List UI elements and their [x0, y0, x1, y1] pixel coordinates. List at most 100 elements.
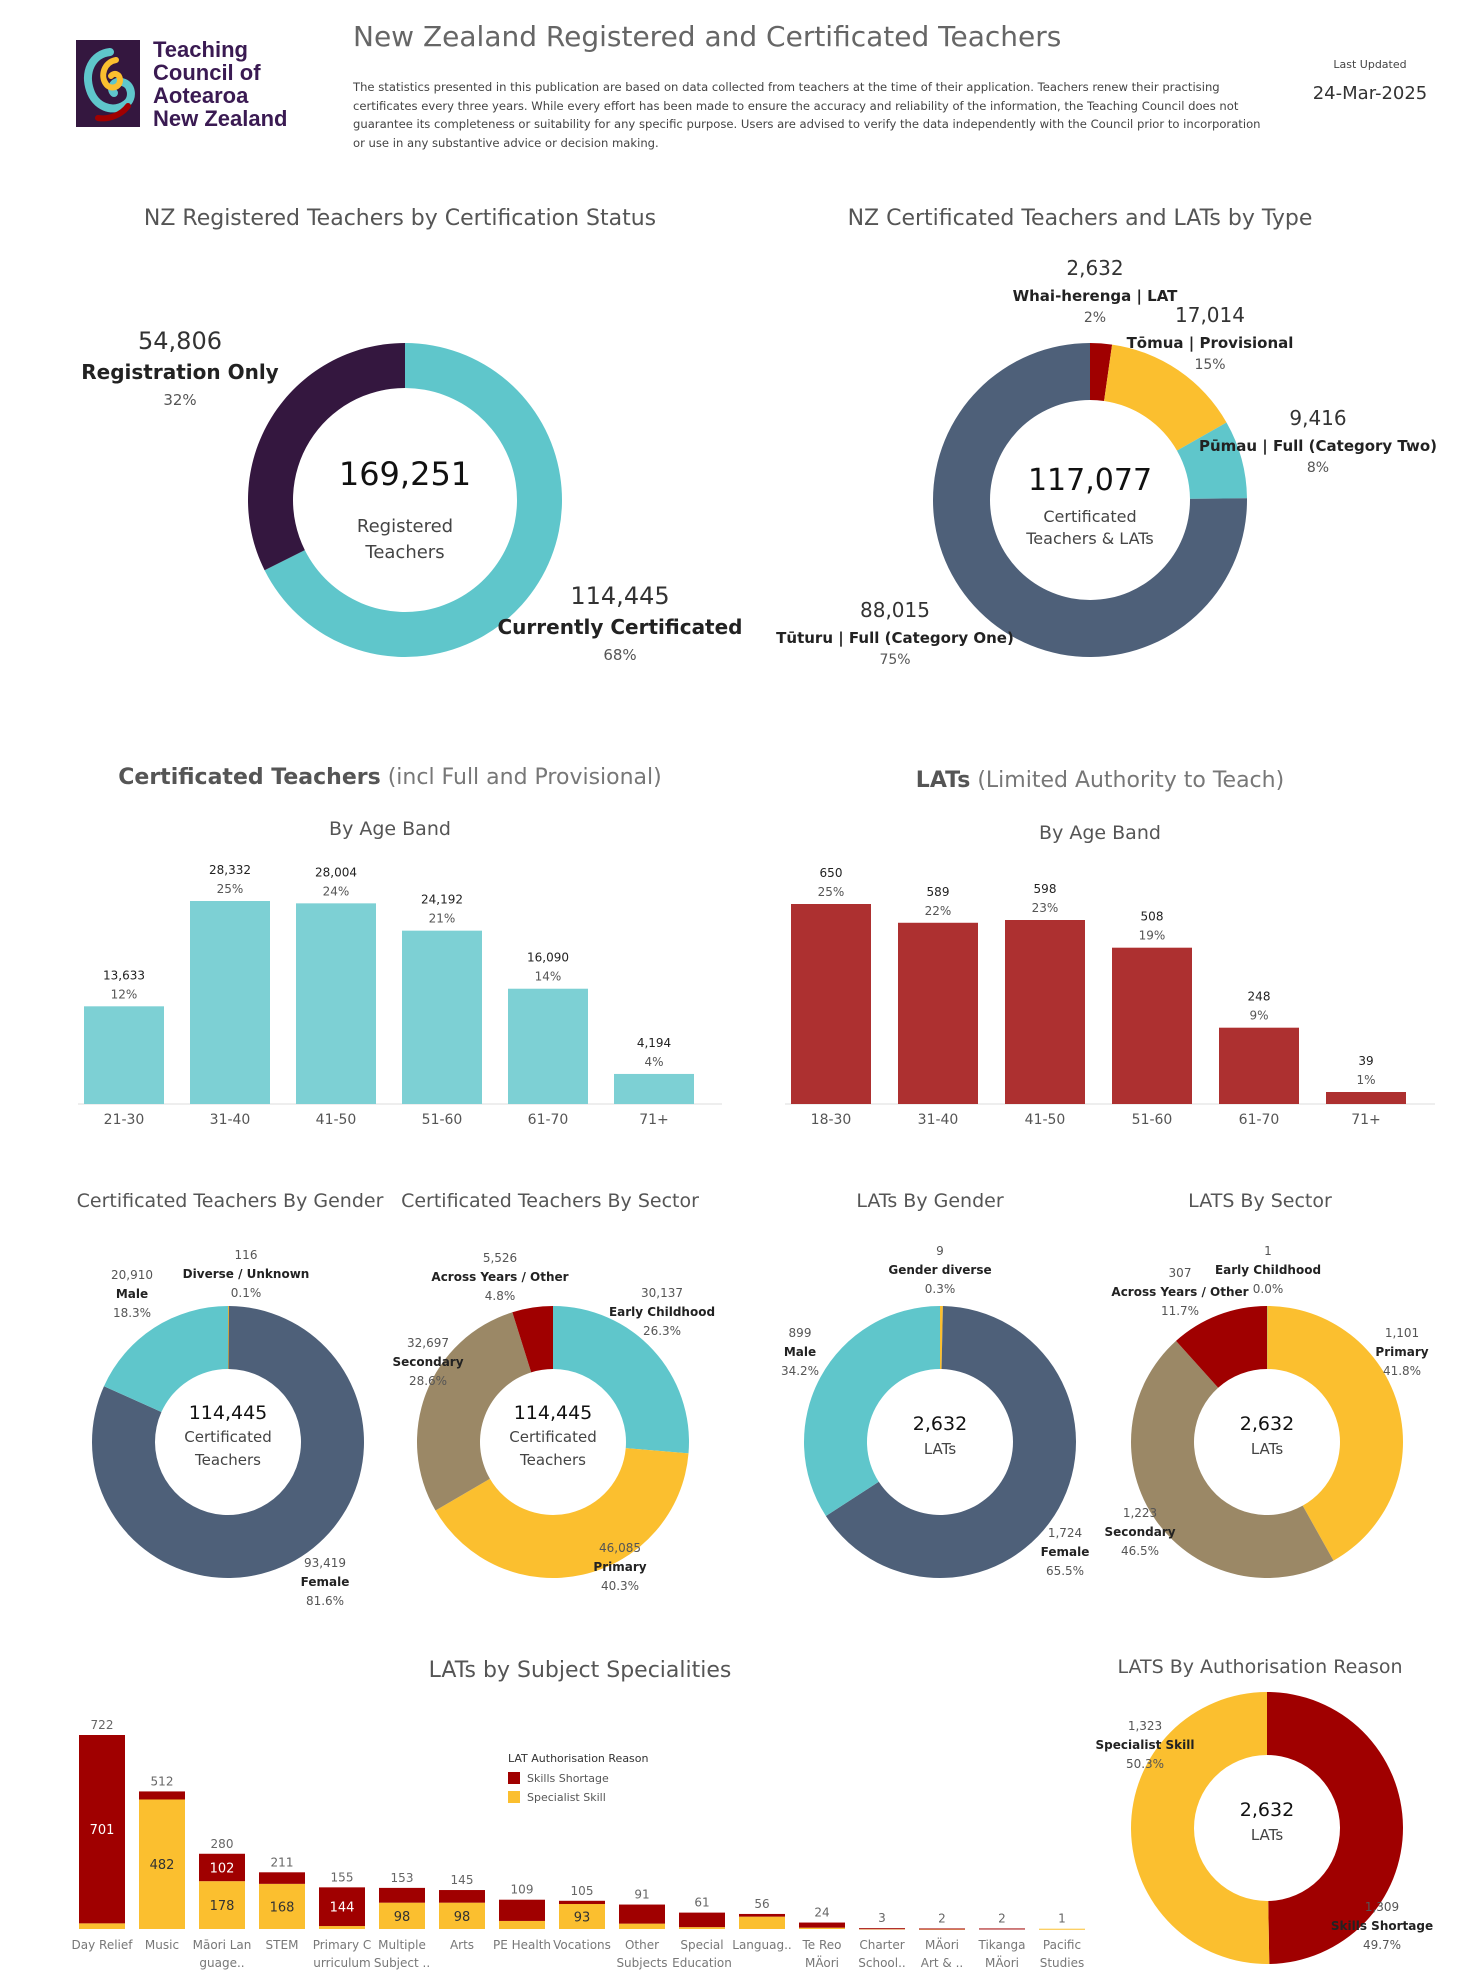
- lat-subject-bar-shortage[interactable]: [379, 1887, 425, 1903]
- cert_age-value-label: 13,633: [103, 968, 145, 982]
- lat_age-bar[interactable]: [791, 904, 871, 1104]
- registered-slice[interactable]: [264, 343, 562, 657]
- lat-subject-tick-label: Māori Lan: [193, 1938, 252, 1952]
- lat-subject-bar-specialist[interactable]: [259, 1883, 305, 1929]
- lat_sector-slice[interactable]: [1176, 1306, 1267, 1388]
- cert_type-slice[interactable]: [1090, 343, 1113, 401]
- cert_age-tick-label: 31-40: [210, 1112, 251, 1128]
- lat_sector-slice[interactable]: [1131, 1340, 1334, 1578]
- lat-subject-bar-specialist[interactable]: [739, 1916, 785, 1929]
- lat-subject-bar-shortage[interactable]: [259, 1872, 305, 1884]
- cert_sector-slice[interactable]: [512, 1306, 553, 1373]
- lat-subject-bar-shortage[interactable]: [559, 1900, 605, 1905]
- lat-subject-bar-shortage[interactable]: [859, 1928, 905, 1930]
- lat-subject-bar-specialist[interactable]: [379, 1902, 425, 1929]
- cert_age-tick-label: 41-50: [316, 1112, 357, 1128]
- lat-subject-bar-shortage[interactable]: [619, 1904, 665, 1924]
- lat_age-value-label: 508: [1141, 910, 1164, 924]
- lat_reason-pct-label: 50.3%: [1126, 1757, 1164, 1771]
- lat-subject-bar-shortage[interactable]: [79, 1735, 125, 1924]
- lat_age-bar[interactable]: [1326, 1092, 1406, 1104]
- lat_sector-value-label: 1: [1264, 1244, 1272, 1258]
- lat-subject-tick-label: Tikanga: [978, 1938, 1026, 1952]
- logo-line: Aotearoa: [153, 83, 249, 108]
- lat-subject-bar-shortage[interactable]: [319, 1887, 365, 1927]
- cert_gender-center-label: Certificated: [184, 1428, 271, 1446]
- cert_age-bar[interactable]: [508, 988, 588, 1104]
- lat-subject-bar-specialist[interactable]: [799, 1927, 845, 1929]
- cert_age-bar[interactable]: [296, 903, 376, 1104]
- lat-subject-shortage-label: 144: [330, 1901, 355, 1916]
- lat-subject-bar-specialist[interactable]: [679, 1927, 725, 1929]
- koru-icon: [84, 48, 135, 122]
- lat-subject-bar-specialist[interactable]: [199, 1881, 245, 1929]
- cert_type-name-label: Whai-herenga | LAT: [1013, 287, 1179, 306]
- cert_gender-value-label: 116: [235, 1248, 258, 1262]
- cert_type-slice[interactable]: [1104, 344, 1227, 451]
- lat_reason-value-label: 1,309: [1365, 1900, 1399, 1914]
- lat-subject-bar-shortage[interactable]: [919, 1928, 965, 1930]
- cert_type-slice[interactable]: [933, 343, 1247, 657]
- cert_sector-slice[interactable]: [417, 1312, 532, 1511]
- lat-subject-legend-item: Specialist Skill: [527, 1791, 606, 1804]
- lat-subject-bar-shortage[interactable]: [979, 1928, 1025, 1930]
- lat-subject-shortage-label: 701: [90, 1823, 115, 1838]
- cert_age-tick-label: 71+: [639, 1112, 669, 1128]
- lat-subject-bar-shortage[interactable]: [799, 1922, 845, 1928]
- registered-slice[interactable]: [248, 343, 405, 571]
- lat_age-bar[interactable]: [898, 922, 978, 1104]
- cert_age-bar[interactable]: [402, 930, 482, 1104]
- cert_sector-slice[interactable]: [553, 1306, 689, 1454]
- lat_reason-slice[interactable]: [1130, 1692, 1270, 1964]
- lat-subject-total-label: 61: [694, 1896, 709, 1910]
- lat-subject-bar-shortage[interactable]: [139, 1791, 185, 1800]
- cert_type-slice[interactable]: [1176, 422, 1247, 499]
- lat-subject-bar-specialist[interactable]: [319, 1926, 365, 1929]
- cert_sector-slice[interactable]: [435, 1448, 689, 1579]
- lat_gender-slice[interactable]: [940, 1306, 943, 1370]
- lat-subject-bar-shortage[interactable]: [439, 1890, 485, 1903]
- cert_type-center-label: Teachers & LATs: [1025, 529, 1154, 548]
- lat-subject-bar-specialist[interactable]: [1039, 1928, 1085, 1930]
- lat-subject-total-label: 105: [571, 1884, 594, 1898]
- cert_age-bar[interactable]: [190, 901, 270, 1104]
- lat_age-bar[interactable]: [1219, 1027, 1299, 1104]
- lat-subject-bar-specialist[interactable]: [619, 1923, 665, 1929]
- lat-subject-bar-shortage[interactable]: [499, 1899, 545, 1921]
- lat-subject-bar-specialist[interactable]: [139, 1799, 185, 1929]
- lat_sector-name-label: Across Years / Other: [1111, 1285, 1248, 1299]
- lat-subject-total-label: 155: [331, 1870, 354, 1884]
- lat-subject-bar-shortage[interactable]: [679, 1912, 725, 1928]
- registered-center-label: Registered: [357, 516, 453, 537]
- lat_sector-slice[interactable]: [1267, 1306, 1403, 1561]
- lat_age-pct-label: 25%: [818, 885, 845, 899]
- registered-pct-label: 68%: [603, 646, 636, 664]
- cert_gender-slice[interactable]: [103, 1306, 228, 1413]
- lat-subject-bar-specialist[interactable]: [439, 1902, 485, 1929]
- cert_age-bar[interactable]: [84, 1006, 164, 1104]
- lat-subject-specialist-label: 482: [150, 1858, 175, 1873]
- cert_age-bar[interactable]: [614, 1073, 694, 1104]
- lat_gender-slice[interactable]: [804, 1306, 940, 1516]
- lat_reason-center-label: LATs: [1251, 1826, 1283, 1844]
- lat-subject-total-label: 56: [754, 1897, 769, 1911]
- cert_type-pct-label: 2%: [1084, 310, 1106, 326]
- lat_age-bar[interactable]: [1005, 920, 1085, 1104]
- lat-subject-bar-specialist[interactable]: [79, 1923, 125, 1929]
- lat_age-bar[interactable]: [1112, 947, 1192, 1104]
- lat-subject-bar-shortage[interactable]: [739, 1913, 785, 1917]
- lat_sector-value-label: 1,101: [1385, 1326, 1419, 1340]
- lat-subject-bar-shortage[interactable]: [199, 1853, 245, 1882]
- lat-subject-bar-specialist[interactable]: [499, 1920, 545, 1929]
- cert_age-value-label: 4,194: [637, 1036, 671, 1050]
- lat_sector-name-label: Primary: [1375, 1345, 1428, 1359]
- lat_gender-slice[interactable]: [825, 1306, 1077, 1578]
- cert_gender-slice[interactable]: [92, 1306, 365, 1578]
- cert_type-center-value: 117,077: [1028, 463, 1152, 498]
- lat-subject-bar-specialist[interactable]: [559, 1904, 605, 1929]
- lat-age-title-rest: (Limited Authority to Teach): [977, 768, 1285, 793]
- lat_reason-slice[interactable]: [1267, 1692, 1403, 1964]
- registered-name-label: Currently Certificated: [498, 615, 743, 639]
- lat_age-value-label: 589: [927, 885, 950, 899]
- lat-subject-tick-label: Te Reo: [801, 1938, 841, 1952]
